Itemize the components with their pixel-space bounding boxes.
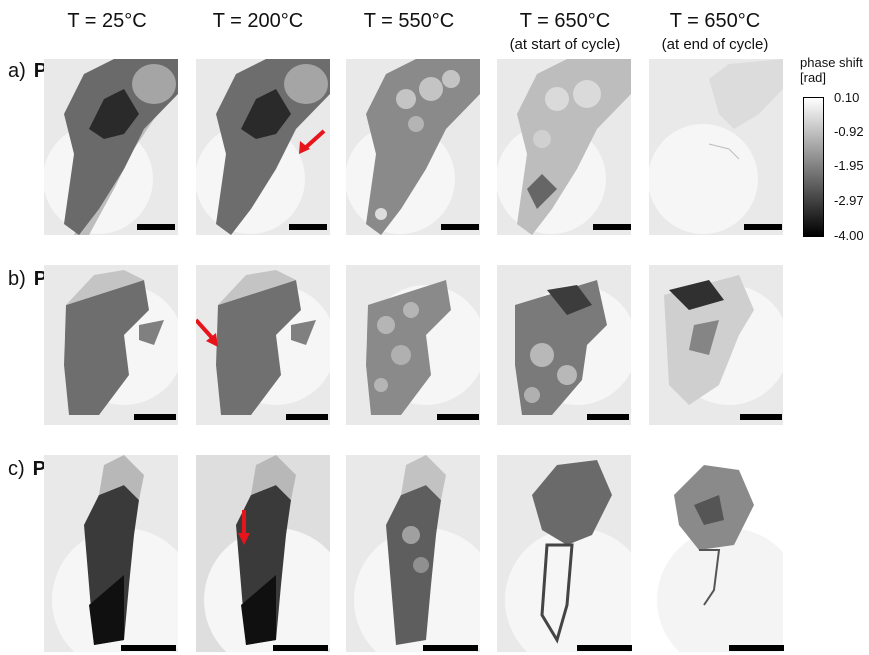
panel-pa1-25c (44, 265, 178, 425)
column-title-200c: T = 200°C (212, 10, 304, 32)
scale-bar (137, 224, 175, 230)
scale-bar (577, 645, 632, 651)
colorbar-gradient (803, 97, 824, 237)
colorbar-title-line2: [rad] (800, 70, 827, 85)
panel-pa2-550c (346, 455, 480, 652)
panel-phe-650c-end (649, 59, 783, 235)
colorbar-title: phase shift [rad] (800, 55, 863, 85)
colorbar-tick: -0.92 (834, 124, 864, 139)
scale-bar (423, 645, 478, 651)
scale-bar (441, 224, 479, 230)
scale-bar (744, 224, 782, 230)
column-subtitle-end: (at end of cycle) (661, 36, 769, 53)
column-title-550c: T = 550°C (363, 10, 455, 32)
row-letter: b) (8, 268, 26, 290)
panel-pa1-650c-start (497, 265, 631, 425)
panel-pa1-650c-end (649, 265, 783, 425)
scale-bar (286, 414, 328, 420)
column-title-25c: T = 25°C (67, 10, 147, 32)
colorbar-title-line1: phase shift (800, 55, 863, 70)
panel-phe-550c (346, 59, 480, 235)
panel-phe-650c-start (497, 59, 631, 235)
panel-pa1-550c (346, 265, 480, 425)
panel-pa2-650c-end (649, 455, 783, 652)
panel-pa2-25c (44, 455, 178, 652)
panel-pa2-200c (196, 455, 330, 652)
column-title-650c-start: T = 650°C (519, 10, 611, 32)
panel-phe-25c (44, 59, 178, 235)
scale-bar (437, 414, 479, 420)
scale-bar (593, 224, 631, 230)
colorbar-tick: 0.10 (834, 90, 860, 105)
colorbar-tick: -1.95 (834, 158, 864, 173)
colorbar-tick: -4.00 (834, 228, 864, 243)
panel-pa2-650c-start (497, 455, 631, 652)
scale-bar (289, 224, 327, 230)
scale-bar (729, 645, 784, 651)
colorbar-tick: -2.97 (834, 193, 864, 208)
scale-bar (134, 414, 176, 420)
scale-bar (121, 645, 176, 651)
row-letter: a) (8, 60, 26, 82)
scale-bar (273, 645, 328, 651)
panel-phe-200c (196, 59, 330, 235)
panel-pa1-200c (196, 265, 330, 425)
column-title-650c-end: T = 650°C (669, 10, 761, 32)
row-letter: c) (8, 458, 25, 480)
column-subtitle-start: (at start of cycle) (509, 36, 621, 53)
scale-bar (740, 414, 782, 420)
scale-bar (587, 414, 629, 420)
